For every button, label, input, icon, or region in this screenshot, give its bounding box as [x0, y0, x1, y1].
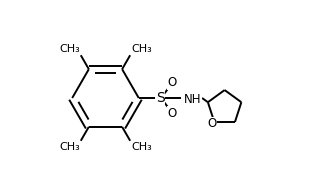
Text: O: O: [167, 107, 177, 120]
Text: NH: NH: [184, 93, 202, 106]
Text: CH₃: CH₃: [131, 142, 152, 152]
Text: CH₃: CH₃: [59, 142, 80, 152]
Text: O: O: [167, 76, 177, 89]
Text: S: S: [156, 91, 165, 105]
Text: O: O: [207, 117, 216, 130]
Text: CH₃: CH₃: [131, 44, 152, 54]
Text: CH₃: CH₃: [59, 44, 80, 54]
